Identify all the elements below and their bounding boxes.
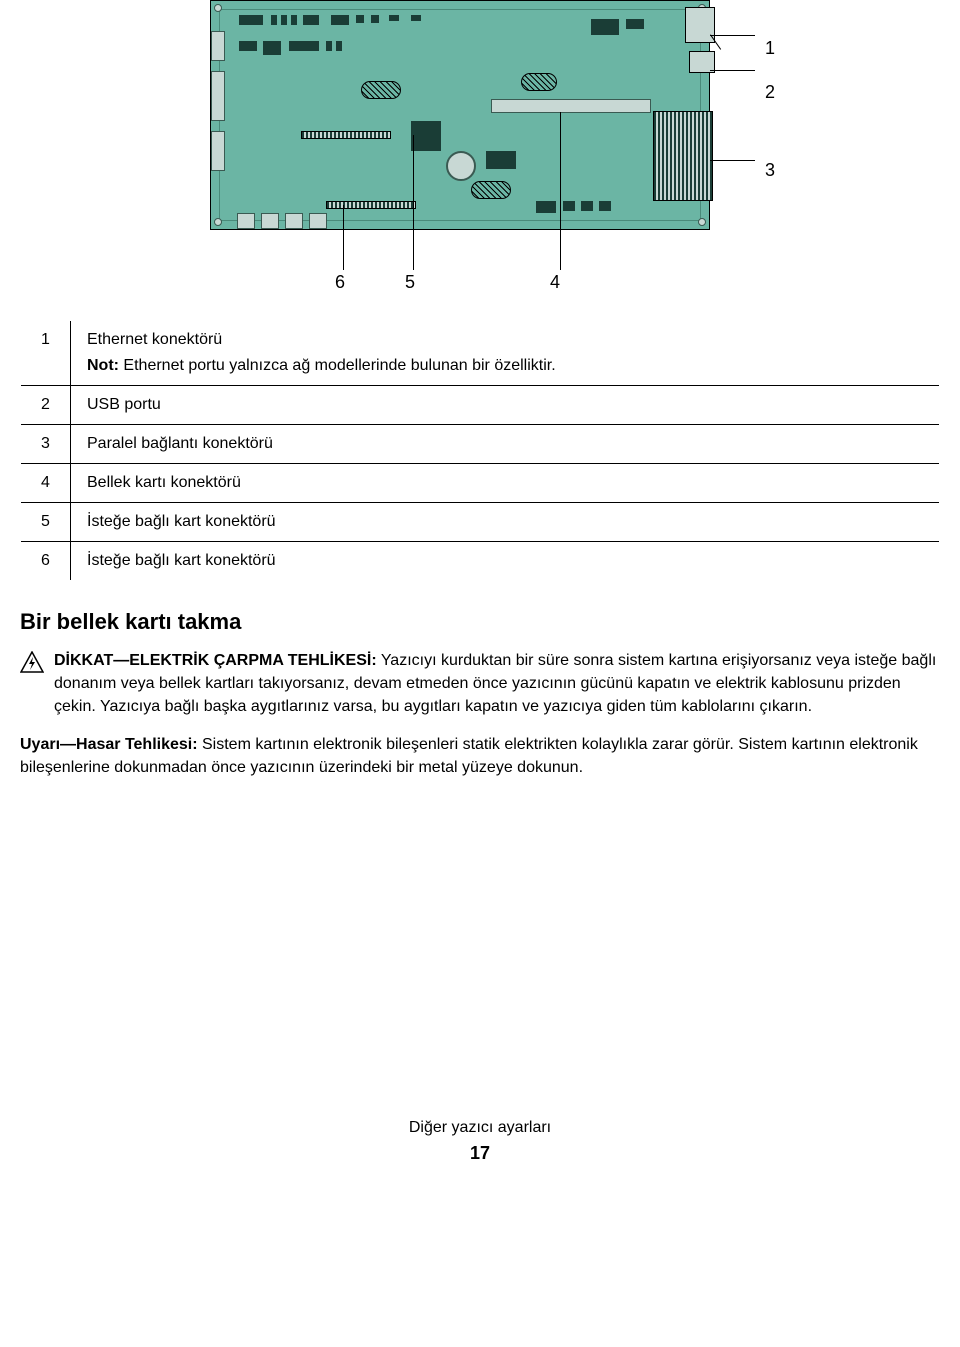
part-label-cell: Paralel bağlantı konektörü: [71, 425, 940, 464]
page-footer: Diğer yazıcı ayarları 17: [20, 1119, 940, 1164]
callout-5-label: 5: [405, 272, 415, 293]
part-label-cell: İsteğe bağlı kart konektörü: [71, 503, 940, 542]
parts-legend-table: 1Ethernet konektörüNot: Ethernet portu y…: [20, 320, 940, 581]
table-row: 3Paralel bağlantı konektörü: [21, 425, 940, 464]
part-number-cell: 4: [21, 464, 71, 503]
part-label-cell: Bellek kartı konektörü: [71, 464, 940, 503]
damage-warning: Uyarı—Hasar Tehlikesi: Sistem kartının e…: [20, 733, 940, 779]
part-label-cell: Ethernet konektörüNot: Ethernet portu ya…: [71, 321, 940, 386]
part-number-cell: 6: [21, 542, 71, 581]
damage-lead: Uyarı—Hasar Tehlikesi:: [20, 736, 198, 753]
callout-4-label: 4: [550, 272, 560, 293]
circuit-board-diagram: 1 2 3 6 5 4: [20, 0, 940, 300]
section-heading: Bir bellek kartı takma: [20, 609, 940, 635]
part-label-cell: İsteğe bağlı kart konektörü: [71, 542, 940, 581]
footer-page-number: 17: [20, 1143, 940, 1164]
shock-hazard-icon: [20, 651, 44, 673]
part-number-cell: 2: [21, 386, 71, 425]
pcb-board: [210, 0, 710, 230]
part-number-cell: 1: [21, 321, 71, 386]
callout-6-label: 6: [335, 272, 345, 293]
caution-lead: DİKKAT—ELEKTRİK ÇARPMA TEHLİKESİ:: [54, 652, 377, 669]
caution-shock-warning: DİKKAT—ELEKTRİK ÇARPMA TEHLİKESİ: Yazıcı…: [20, 649, 940, 719]
part-number-cell: 3: [21, 425, 71, 464]
callout-2-label: 2: [765, 82, 775, 103]
table-row: 6İsteğe bağlı kart konektörü: [21, 542, 940, 581]
callout-3-label: 3: [765, 160, 775, 181]
callout-1-label: 1: [765, 38, 775, 59]
table-row: 2USB portu: [21, 386, 940, 425]
table-row: 1Ethernet konektörüNot: Ethernet portu y…: [21, 321, 940, 386]
footer-section-name: Diğer yazıcı ayarları: [20, 1119, 940, 1137]
part-number-cell: 5: [21, 503, 71, 542]
table-row: 5İsteğe bağlı kart konektörü: [21, 503, 940, 542]
table-row: 4Bellek kartı konektörü: [21, 464, 940, 503]
part-label-cell: USB portu: [71, 386, 940, 425]
